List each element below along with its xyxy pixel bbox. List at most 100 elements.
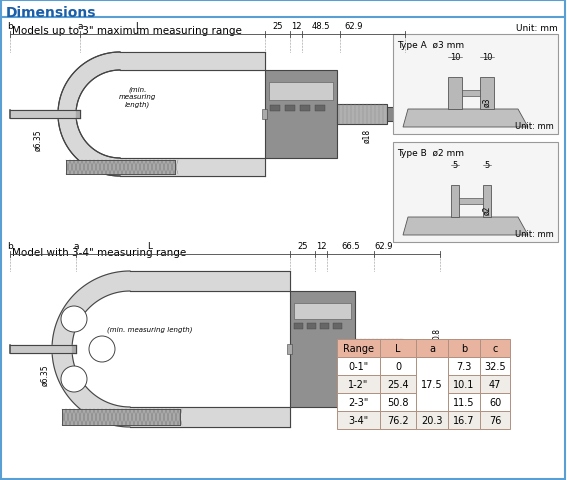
Polygon shape — [405, 108, 413, 122]
Text: 25: 25 — [297, 241, 308, 251]
Text: 32.5: 32.5 — [484, 361, 506, 371]
Bar — [315, 106, 325, 112]
Bar — [294, 303, 351, 319]
Text: Dimensions: Dimensions — [6, 6, 96, 20]
Text: 1-2": 1-2" — [348, 379, 369, 389]
Text: 25.4: 25.4 — [387, 379, 409, 389]
Text: 48.5: 48.5 — [312, 22, 330, 31]
Text: c: c — [492, 343, 498, 353]
Bar — [480, 357, 510, 375]
Bar — [480, 375, 510, 393]
Text: L: L — [135, 22, 140, 31]
Bar — [448, 411, 480, 429]
Text: 5: 5 — [452, 161, 458, 169]
Text: Range: Range — [343, 343, 374, 353]
Bar — [270, 106, 280, 112]
Text: 10: 10 — [482, 53, 492, 62]
Text: 12: 12 — [291, 22, 301, 31]
Text: ø18: ø18 — [362, 129, 371, 143]
Text: 2-3": 2-3" — [348, 397, 369, 407]
Bar — [337, 339, 380, 357]
Text: b: b — [7, 22, 13, 31]
Bar — [448, 339, 480, 357]
Bar — [269, 83, 333, 101]
Bar — [462, 91, 480, 97]
Bar — [416, 357, 448, 411]
Bar — [265, 71, 337, 159]
Bar — [448, 78, 462, 110]
Bar — [66, 161, 175, 175]
Bar — [451, 186, 459, 217]
Text: ø2: ø2 — [483, 205, 492, 215]
Text: Unit: mm: Unit: mm — [516, 24, 558, 33]
Bar — [403, 342, 419, 356]
Text: 76.2: 76.2 — [387, 415, 409, 425]
Bar — [448, 357, 480, 375]
Text: 60: 60 — [489, 397, 501, 407]
Bar — [416, 357, 448, 375]
Text: Unit: mm: Unit: mm — [515, 229, 554, 239]
Bar — [337, 375, 380, 393]
Bar — [416, 393, 448, 411]
Bar — [416, 411, 448, 429]
Bar — [480, 78, 494, 110]
Bar — [333, 324, 342, 329]
Text: 0: 0 — [395, 361, 401, 371]
Bar — [380, 357, 416, 375]
Text: ø3: ø3 — [483, 97, 492, 107]
Text: 11.5: 11.5 — [453, 397, 475, 407]
Text: 25: 25 — [272, 22, 283, 31]
Circle shape — [89, 336, 115, 362]
Text: Type A  ø3 mm: Type A ø3 mm — [397, 41, 464, 50]
Text: ø6.35: ø6.35 — [33, 129, 43, 150]
Bar — [262, 110, 267, 120]
Text: 62.9: 62.9 — [344, 22, 363, 31]
Text: 62.9: 62.9 — [374, 241, 393, 251]
Bar — [337, 105, 387, 125]
Text: a: a — [429, 343, 435, 353]
Text: 3-4": 3-4" — [348, 415, 369, 425]
Text: a: a — [73, 241, 79, 251]
Bar — [290, 291, 355, 407]
Text: (min.
measuring
length): (min. measuring length) — [119, 86, 156, 108]
Text: Type B  ø2 mm: Type B ø2 mm — [397, 149, 464, 157]
Bar — [355, 339, 403, 359]
Circle shape — [61, 366, 87, 392]
Bar — [294, 324, 303, 329]
Polygon shape — [403, 110, 528, 128]
Polygon shape — [403, 217, 528, 236]
Text: 17.5: 17.5 — [421, 379, 443, 389]
Bar — [459, 199, 483, 204]
Text: 7.3: 7.3 — [456, 361, 472, 371]
Bar — [287, 344, 292, 354]
Polygon shape — [419, 342, 426, 356]
Bar — [483, 186, 491, 217]
Text: Unit: mm: Unit: mm — [515, 122, 554, 131]
Text: L: L — [395, 343, 401, 353]
Bar — [285, 106, 295, 112]
Bar — [480, 339, 510, 357]
Bar — [320, 324, 329, 329]
Text: 0-1": 0-1" — [348, 361, 369, 371]
Bar — [416, 339, 448, 357]
Text: 17.5: 17.5 — [421, 379, 443, 389]
Bar — [337, 411, 380, 429]
Text: 10.3: 10.3 — [421, 86, 429, 103]
Bar — [416, 375, 448, 393]
Text: b: b — [7, 241, 13, 251]
Bar — [448, 375, 480, 393]
Text: 0.8: 0.8 — [433, 327, 442, 339]
Text: ø6.35: ø6.35 — [40, 363, 49, 385]
Text: L: L — [147, 241, 153, 251]
Bar — [393, 35, 558, 135]
Polygon shape — [58, 53, 120, 177]
Bar — [480, 393, 510, 411]
Text: 12: 12 — [316, 241, 326, 251]
Text: 10: 10 — [450, 53, 460, 62]
Polygon shape — [52, 271, 130, 427]
Text: Models up to 3" maximum measuring range: Models up to 3" maximum measuring range — [12, 26, 242, 36]
Text: ø18: ø18 — [379, 363, 387, 377]
Circle shape — [61, 306, 87, 332]
Bar — [300, 106, 310, 112]
Text: 10.1: 10.1 — [453, 379, 475, 389]
